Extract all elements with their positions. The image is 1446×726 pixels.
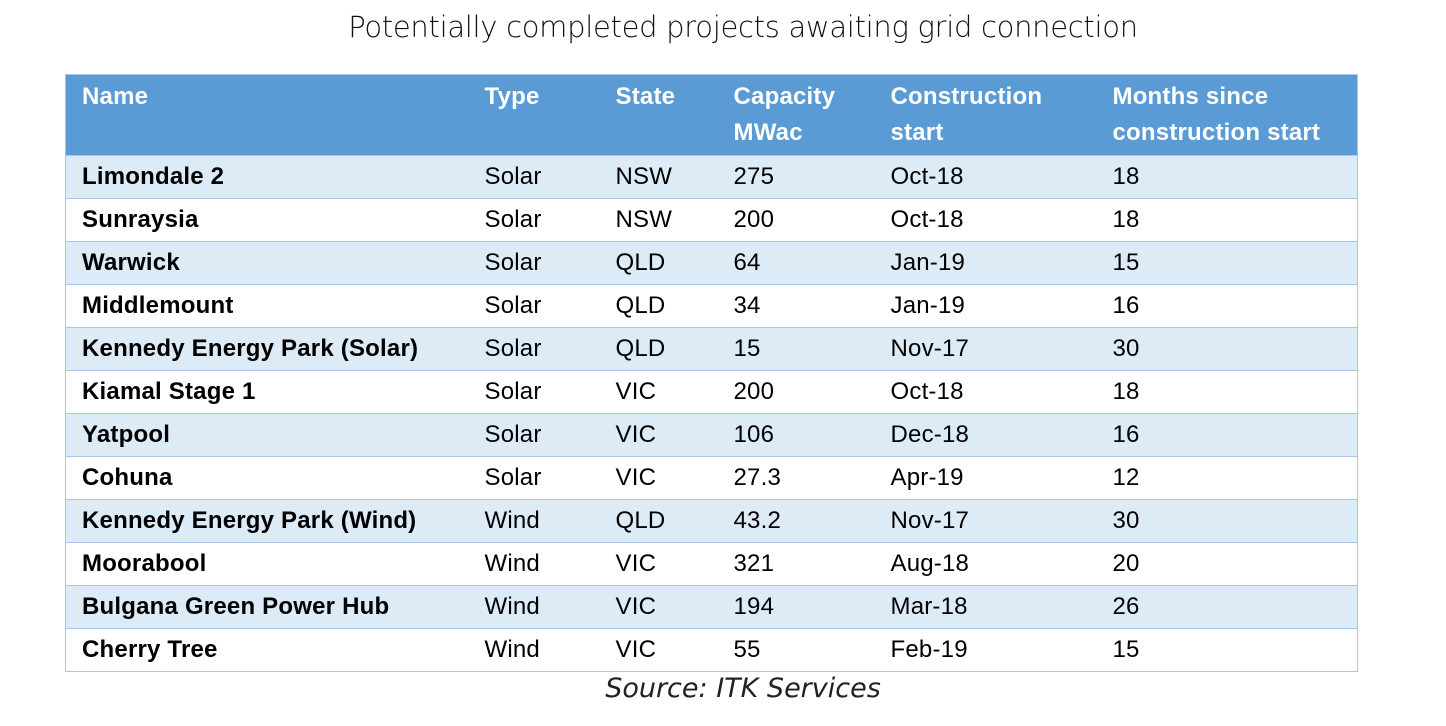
column-header-type: Type bbox=[468, 74, 600, 156]
cell-construction-start: Apr-19 bbox=[874, 456, 1097, 500]
table-header: Name Type State Capacity MWac Constructi… bbox=[65, 74, 1358, 156]
cell-state: QLD bbox=[599, 284, 718, 328]
table-row: Moorabool Wind VIC 321 Aug-18 20 bbox=[65, 542, 1358, 586]
cell-months-since: 15 bbox=[1096, 241, 1358, 285]
cell-state: NSW bbox=[599, 198, 718, 242]
cell-type: Solar bbox=[468, 284, 600, 328]
table-row: Kennedy Energy Park (Wind) Wind QLD 43.2… bbox=[65, 499, 1358, 543]
cell-name: Warwick bbox=[65, 241, 469, 285]
header-row: Name Type State Capacity MWac Constructi… bbox=[65, 74, 1358, 156]
cell-months-since: 15 bbox=[1096, 628, 1358, 672]
cell-state: QLD bbox=[599, 327, 718, 371]
table-row: Cohuna Solar VIC 27.3 Apr-19 12 bbox=[65, 456, 1358, 500]
table-row: Kennedy Energy Park (Solar) Solar QLD 15… bbox=[65, 327, 1358, 371]
cell-name: Kennedy Energy Park (Solar) bbox=[65, 327, 469, 371]
cell-type: Wind bbox=[468, 499, 600, 543]
cell-name: Yatpool bbox=[65, 413, 469, 457]
cell-state: QLD bbox=[599, 241, 718, 285]
table-body: Limondale 2 Solar NSW 275 Oct-18 18 Sunr… bbox=[65, 155, 1358, 672]
cell-months-since: 18 bbox=[1096, 370, 1358, 414]
cell-construction-start: Mar-18 bbox=[874, 585, 1097, 629]
cell-construction-start: Jan-19 bbox=[874, 241, 1097, 285]
projects-table: Name Type State Capacity MWac Constructi… bbox=[65, 74, 1358, 672]
cell-state: VIC bbox=[599, 628, 718, 672]
cell-capacity: 34 bbox=[717, 284, 875, 328]
cell-capacity: 275 bbox=[717, 155, 875, 199]
cell-months-since: 12 bbox=[1096, 456, 1358, 500]
cell-name: Cherry Tree bbox=[65, 628, 469, 672]
cell-name: Kiamal Stage 1 bbox=[65, 370, 469, 414]
cell-months-since: 16 bbox=[1096, 413, 1358, 457]
table-row: Warwick Solar QLD 64 Jan-19 15 bbox=[65, 241, 1358, 285]
cell-name: Middlemount bbox=[65, 284, 469, 328]
table-row: Sunraysia Solar NSW 200 Oct-18 18 bbox=[65, 198, 1358, 242]
cell-type: Wind bbox=[468, 628, 600, 672]
column-header-construction-start: Construction start bbox=[874, 74, 1097, 156]
table-row: Kiamal Stage 1 Solar VIC 200 Oct-18 18 bbox=[65, 370, 1358, 414]
cell-state: VIC bbox=[599, 370, 718, 414]
cell-state: QLD bbox=[599, 499, 718, 543]
cell-capacity: 15 bbox=[717, 327, 875, 371]
table-row: Bulgana Green Power Hub Wind VIC 194 Mar… bbox=[65, 585, 1358, 629]
cell-name: Moorabool bbox=[65, 542, 469, 586]
cell-months-since: 26 bbox=[1096, 585, 1358, 629]
cell-construction-start: Dec-18 bbox=[874, 413, 1097, 457]
cell-capacity: 106 bbox=[717, 413, 875, 457]
table-row: Limondale 2 Solar NSW 275 Oct-18 18 bbox=[65, 155, 1358, 199]
cell-type: Wind bbox=[468, 542, 600, 586]
cell-construction-start: Oct-18 bbox=[874, 198, 1097, 242]
cell-state: VIC bbox=[599, 456, 718, 500]
cell-months-since: 16 bbox=[1096, 284, 1358, 328]
column-header-capacity: Capacity MWac bbox=[717, 74, 875, 156]
cell-type: Solar bbox=[468, 456, 600, 500]
cell-name: Kennedy Energy Park (Wind) bbox=[65, 499, 469, 543]
cell-type: Solar bbox=[468, 327, 600, 371]
cell-type: Solar bbox=[468, 241, 600, 285]
table-row: Middlemount Solar QLD 34 Jan-19 16 bbox=[65, 284, 1358, 328]
cell-capacity: 200 bbox=[717, 370, 875, 414]
cell-capacity: 43.2 bbox=[717, 499, 875, 543]
cell-name: Bulgana Green Power Hub bbox=[65, 585, 469, 629]
cell-construction-start: Oct-18 bbox=[874, 370, 1097, 414]
cell-state: NSW bbox=[599, 155, 718, 199]
cell-type: Solar bbox=[468, 413, 600, 457]
cell-construction-start: Aug-18 bbox=[874, 542, 1097, 586]
column-header-name: Name bbox=[65, 74, 469, 156]
table-title: Potentially completed projects awaiting … bbox=[348, 10, 1138, 44]
cell-type: Solar bbox=[468, 155, 600, 199]
column-header-months-since: Months since construction start bbox=[1096, 74, 1358, 156]
cell-months-since: 30 bbox=[1096, 327, 1358, 371]
cell-name: Cohuna bbox=[65, 456, 469, 500]
cell-state: VIC bbox=[599, 585, 718, 629]
cell-capacity: 200 bbox=[717, 198, 875, 242]
cell-type: Solar bbox=[468, 370, 600, 414]
cell-name: Sunraysia bbox=[65, 198, 469, 242]
cell-type: Wind bbox=[468, 585, 600, 629]
column-header-state: State bbox=[599, 74, 718, 156]
cell-construction-start: Jan-19 bbox=[874, 284, 1097, 328]
projects-table-container: Name Type State Capacity MWac Constructi… bbox=[65, 74, 1358, 672]
cell-capacity: 55 bbox=[717, 628, 875, 672]
cell-state: VIC bbox=[599, 542, 718, 586]
cell-construction-start: Oct-18 bbox=[874, 155, 1097, 199]
cell-capacity: 27.3 bbox=[717, 456, 875, 500]
cell-months-since: 18 bbox=[1096, 198, 1358, 242]
cell-months-since: 18 bbox=[1096, 155, 1358, 199]
cell-capacity: 321 bbox=[717, 542, 875, 586]
source-note: Source: ITK Services bbox=[605, 673, 881, 704]
cell-construction-start: Nov-17 bbox=[874, 499, 1097, 543]
table-row: Yatpool Solar VIC 106 Dec-18 16 bbox=[65, 413, 1358, 457]
cell-months-since: 20 bbox=[1096, 542, 1358, 586]
cell-capacity: 194 bbox=[717, 585, 875, 629]
table-row: Cherry Tree Wind VIC 55 Feb-19 15 bbox=[65, 628, 1358, 672]
cell-state: VIC bbox=[599, 413, 718, 457]
cell-name: Limondale 2 bbox=[65, 155, 469, 199]
cell-construction-start: Feb-19 bbox=[874, 628, 1097, 672]
cell-capacity: 64 bbox=[717, 241, 875, 285]
cell-months-since: 30 bbox=[1096, 499, 1358, 543]
cell-construction-start: Nov-17 bbox=[874, 327, 1097, 371]
cell-type: Solar bbox=[468, 198, 600, 242]
